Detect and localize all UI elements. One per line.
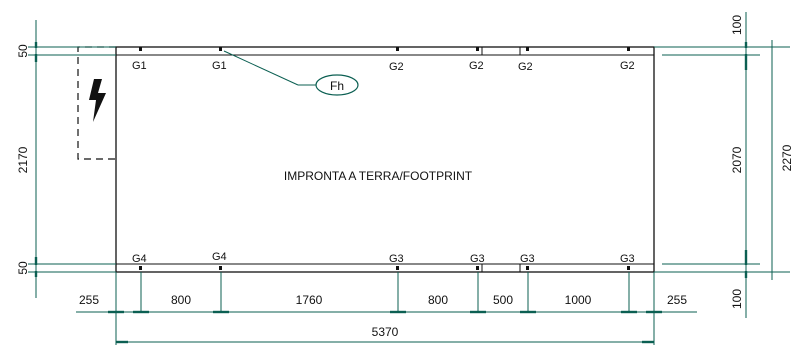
point-label-bottom: G4 xyxy=(212,251,227,263)
point-marker xyxy=(627,47,630,51)
right-dimensions: 100 2070 2270 100 xyxy=(654,12,793,318)
dim-bottom-segment: 255 xyxy=(79,293,99,307)
point-label-top: G1 xyxy=(132,60,147,72)
point-label-top: G2 xyxy=(469,60,484,72)
point-marker xyxy=(526,47,529,51)
point-label-bottom: G3 xyxy=(620,253,635,265)
dim-left-top: 50 xyxy=(16,44,30,58)
point-marker xyxy=(476,266,479,270)
overall-dimension: 5370 xyxy=(116,325,654,344)
lightning-bolt-icon xyxy=(89,79,106,122)
callout-fh: Fh xyxy=(223,50,359,96)
point-marker xyxy=(219,47,222,51)
point-marker xyxy=(476,47,479,51)
left-dimensions: 50 2170 50 xyxy=(16,20,116,298)
footprint-body xyxy=(115,46,655,273)
dim-bottom-segment: 800 xyxy=(171,293,191,307)
dim-right-top: 100 xyxy=(730,15,744,35)
point-label-bottom: G3 xyxy=(470,253,485,265)
dim-right-bottom: 100 xyxy=(730,289,744,309)
point-label-top: G2 xyxy=(389,61,404,73)
dim-overall: 5370 xyxy=(372,325,399,339)
dim-bottom-segment: 500 xyxy=(493,293,513,307)
callout-label: Fh xyxy=(330,79,344,93)
point-marker xyxy=(627,266,630,270)
bottom-points: G4 G4 G3 G3 G3 G3 xyxy=(132,251,635,272)
point-label-top: G2 xyxy=(518,61,533,73)
dim-left-bottom: 50 xyxy=(16,261,30,275)
point-label-top: G1 xyxy=(212,60,227,72)
point-marker xyxy=(139,47,142,51)
footprint-label: IMPRONTA A TERRA/FOOTPRINT xyxy=(284,169,473,183)
top-points: G1 G1 G2 G2 G2 G2 xyxy=(132,47,635,73)
bottom-dimensions: 255 800 1760 800 500 1000 255 xyxy=(76,272,697,345)
point-marker xyxy=(396,47,399,51)
point-marker xyxy=(139,266,142,270)
point-label-bottom: G3 xyxy=(389,253,404,265)
dim-bottom-segment: 1000 xyxy=(565,293,592,307)
point-marker xyxy=(219,266,222,270)
point-marker xyxy=(396,266,399,270)
dim-bottom-segment: 800 xyxy=(428,293,448,307)
dim-right-outer: 2270 xyxy=(780,144,793,171)
dim-bottom-segment: 1760 xyxy=(296,293,323,307)
dim-right-inner: 2070 xyxy=(730,146,744,173)
point-label-bottom: G4 xyxy=(132,253,147,265)
side-enclosure xyxy=(77,46,116,160)
dim-left-middle: 2170 xyxy=(16,146,30,173)
dim-bottom-segment: 255 xyxy=(667,293,687,307)
point-label-bottom: G3 xyxy=(520,253,535,265)
callout-bubble xyxy=(315,74,359,96)
point-label-top: G2 xyxy=(620,60,635,72)
point-marker xyxy=(526,266,529,270)
